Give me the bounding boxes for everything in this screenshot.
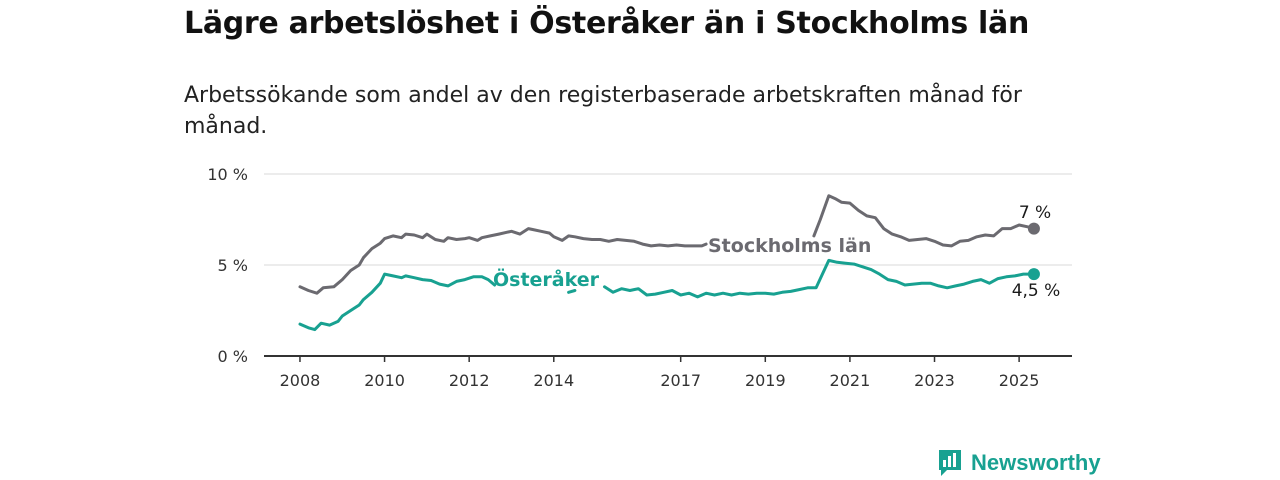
series-end-point-stockholm [1027, 222, 1040, 235]
bar-chart-icon [939, 450, 961, 476]
y-tick-label: 0 % [218, 347, 248, 366]
series-end-point-osteraker [1027, 268, 1040, 281]
chart-subtitle: Arbetssökande som andel av den registerb… [184, 83, 1022, 139]
x-tick-label: 2017 [660, 371, 701, 390]
x-tick-label: 2010 [364, 371, 405, 390]
series-end-label-osteraker: 4,5 % [1012, 281, 1061, 301]
chart-title: Lägre arbetslöshet i Österåker än i Stoc… [184, 6, 1030, 41]
series-line-osteraker [298, 258, 1036, 332]
x-tick-label: 2023 [914, 371, 955, 390]
x-tick-label: 2012 [449, 371, 490, 390]
x-tick-label: 2019 [745, 371, 786, 390]
series-end-label-stockholm: 7 % [1019, 203, 1051, 223]
y-tick-label: 5 % [218, 256, 248, 275]
x-tick-label: 2014 [533, 371, 574, 390]
x-tick-label: 2008 [280, 371, 321, 390]
series-label-osteraker: Österåker [493, 267, 600, 291]
brand-name: Newsworthy [971, 450, 1101, 475]
newsworthy-logo: Newsworthy [937, 448, 1101, 478]
x-tick-label: 2021 [830, 371, 871, 390]
x-tick-label: 2025 [999, 371, 1040, 390]
line-chart: 0 % 5 % 10 % 2008 2010 2012 2014 2017 2019 2021 20… [207, 165, 1072, 390]
series-label-stockholm: Stockholms län [708, 235, 871, 257]
y-tick-label: 10 % [207, 165, 248, 184]
series-line-stockholm [298, 194, 1036, 295]
